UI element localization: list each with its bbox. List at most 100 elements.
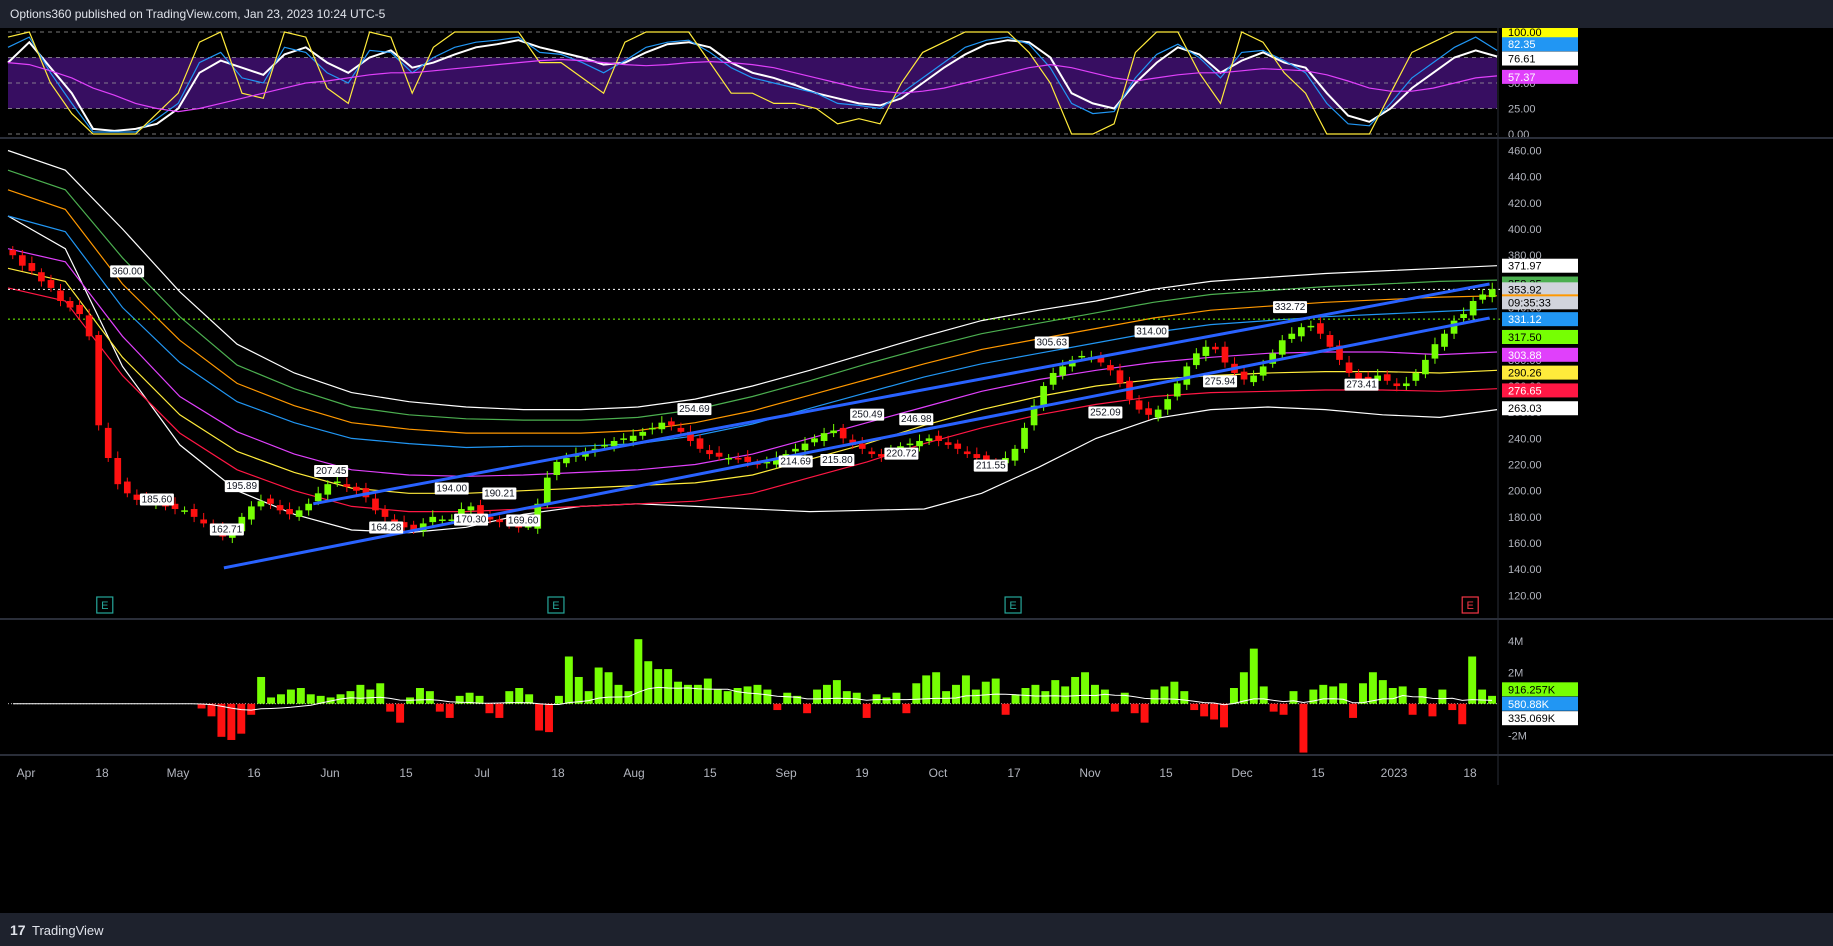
tradingview-footer: 17 TradingView: [0, 913, 1833, 946]
candle-body: [1307, 325, 1315, 328]
volume-bar: [773, 703, 782, 711]
volume-bar: [1081, 672, 1090, 704]
price-tag-box: [1502, 365, 1578, 380]
candle-body: [658, 422, 666, 430]
volume-bar: [495, 703, 504, 718]
time-tick-label: 15: [1159, 766, 1173, 780]
pivot-label-box: [110, 265, 145, 278]
volume-bar: [237, 703, 246, 734]
candle-body: [1097, 355, 1105, 363]
candle-body: [381, 509, 389, 517]
volume-bar: [1368, 672, 1377, 704]
candle-body: [830, 430, 837, 434]
pivot-label: 185.60: [142, 495, 173, 506]
volume-bar: [1150, 689, 1159, 704]
candle-body: [734, 458, 742, 460]
candle-body: [429, 516, 437, 523]
price-tag-label: 303.88: [1508, 350, 1542, 362]
price-tag-label: 916.257K: [1508, 684, 1556, 696]
candle-body: [314, 493, 322, 502]
volume-bar: [803, 703, 812, 714]
candle-body: [181, 510, 188, 512]
time-tick-label: 18: [551, 766, 565, 780]
time-tick-label: Apr: [17, 766, 36, 780]
volume-bar: [664, 669, 673, 704]
volume-bar: [296, 688, 305, 704]
band-lower-0: [7, 215, 1498, 534]
band-upper-5: [7, 267, 1498, 494]
volume-bar: [415, 688, 424, 704]
candle-body: [935, 435, 942, 441]
candle-body: [276, 505, 284, 511]
candle-body: [983, 455, 990, 462]
pivot-label-box: [778, 455, 813, 468]
price-tag-box: [1502, 51, 1578, 66]
candle-body: [668, 421, 675, 426]
pivot-label-box: [1088, 406, 1123, 419]
pivot-label: 360.00: [112, 266, 143, 277]
price-tag-box: [1502, 682, 1578, 697]
volume-bar: [1071, 676, 1080, 704]
volume-bar: [1279, 703, 1288, 715]
time-tick-label: 15: [399, 766, 413, 780]
volume-bar: [1011, 694, 1020, 704]
volume-bar: [1359, 683, 1367, 704]
pivot-label-box: [434, 482, 469, 495]
price-tag-box: [1502, 383, 1578, 398]
candle-body: [1212, 346, 1219, 350]
candle-body: [963, 451, 971, 455]
price-tick-label: 380.00: [1508, 250, 1542, 262]
volume-bar: [922, 675, 931, 704]
candle-body: [858, 443, 866, 449]
volume-bar: [465, 692, 474, 704]
candle-body: [954, 443, 962, 449]
time-tick-label: 18: [1463, 766, 1477, 780]
pivot-label: 162.71: [212, 524, 243, 535]
volume-bar: [1249, 648, 1258, 704]
candle-body: [1154, 409, 1162, 418]
price-tag-box: [1502, 347, 1578, 362]
candle-body: [1326, 335, 1334, 347]
candle-body: [696, 438, 704, 449]
volume-bar: [1418, 688, 1427, 704]
price-tick-label: 140.00: [1508, 564, 1542, 576]
oscillator-line-0: [7, 39, 1498, 132]
candle-body: [1364, 376, 1372, 380]
volume-bar: [1061, 686, 1070, 704]
time-tick-label: 2023: [1381, 766, 1408, 780]
pivot-label: 170.30: [456, 515, 487, 526]
price-tick-label: 160.00: [1508, 538, 1542, 550]
volume-bar: [594, 667, 603, 704]
price-tag-label: 76.61: [1508, 54, 1536, 66]
band-upper-1: [7, 169, 1498, 421]
candle-body: [1116, 370, 1124, 384]
candle-body: [706, 450, 713, 455]
price-tag-label: 371.97: [1508, 261, 1542, 273]
time-tick-label: Nov: [1079, 766, 1100, 780]
candle-body: [1297, 327, 1305, 337]
pivot-label-box: [820, 454, 855, 467]
volume-bar: [1090, 684, 1099, 704]
band-upper-0: [7, 149, 1498, 411]
candle-body: [9, 249, 17, 256]
volume-bar: [703, 678, 712, 704]
volume-bar: [1438, 689, 1447, 704]
price-tag-box: [1502, 401, 1578, 416]
volume-bar: [396, 703, 405, 723]
candle-body: [648, 427, 656, 430]
price-tick-label: 200.00: [1508, 486, 1542, 498]
tradingview-brand[interactable]: TradingView: [32, 923, 104, 938]
candle-body: [391, 519, 398, 523]
volume-bar: [932, 672, 941, 704]
volume-bar: [1130, 703, 1139, 714]
price-tag-box: [1502, 711, 1578, 726]
volume-bar: [862, 703, 871, 718]
volume-bar: [574, 676, 583, 704]
candle-body: [610, 440, 618, 447]
candle-body: [1135, 400, 1143, 410]
volume-bar: [1428, 703, 1437, 717]
candle-body: [629, 435, 637, 441]
candle-body: [687, 431, 694, 441]
pivot-label: 305.63: [1036, 338, 1067, 349]
